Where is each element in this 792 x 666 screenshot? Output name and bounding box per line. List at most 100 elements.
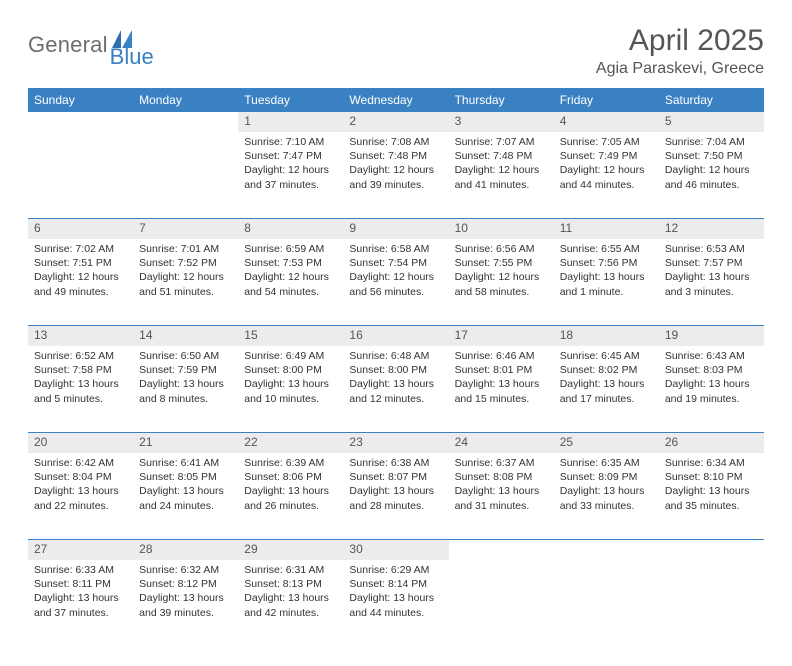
daylight-text: Daylight: 12 hours and 54 minutes.: [244, 270, 337, 298]
day-cell: Sunrise: 6:42 AMSunset: 8:04 PMDaylight:…: [28, 453, 133, 540]
sunrise-text: Sunrise: 6:32 AM: [139, 563, 232, 577]
day-number: 22: [238, 433, 343, 453]
weekday-header: Sunday: [28, 88, 133, 112]
day-cell-body: Sunrise: 7:05 AMSunset: 7:49 PMDaylight:…: [554, 132, 659, 198]
sunset-text: Sunset: 8:12 PM: [139, 577, 232, 591]
day-cell-body: Sunrise: 6:53 AMSunset: 7:57 PMDaylight:…: [659, 239, 764, 305]
day-cell-body: Sunrise: 6:34 AMSunset: 8:10 PMDaylight:…: [659, 453, 764, 519]
day-number: 25: [554, 433, 659, 453]
daylight-text: Daylight: 13 hours and 8 minutes.: [139, 377, 232, 405]
day-cell-body: Sunrise: 7:10 AMSunset: 7:47 PMDaylight:…: [238, 132, 343, 198]
sunrise-text: Sunrise: 6:58 AM: [349, 242, 442, 256]
sunset-text: Sunset: 7:49 PM: [560, 149, 653, 163]
day-cell: Sunrise: 7:08 AMSunset: 7:48 PMDaylight:…: [343, 132, 448, 219]
day-cell-body: Sunrise: 6:33 AMSunset: 8:11 PMDaylight:…: [28, 560, 133, 626]
sunrise-text: Sunrise: 6:48 AM: [349, 349, 442, 363]
day-cell-body: Sunrise: 6:45 AMSunset: 8:02 PMDaylight:…: [554, 346, 659, 412]
sunrise-text: Sunrise: 6:55 AM: [560, 242, 653, 256]
day-number: 14: [133, 326, 238, 346]
day-cell-body: Sunrise: 7:04 AMSunset: 7:50 PMDaylight:…: [659, 132, 764, 198]
day-cell: [133, 132, 238, 219]
day-cell: Sunrise: 6:32 AMSunset: 8:12 PMDaylight:…: [133, 560, 238, 646]
daylight-text: Daylight: 12 hours and 56 minutes.: [349, 270, 442, 298]
week-row: Sunrise: 6:52 AMSunset: 7:58 PMDaylight:…: [28, 346, 764, 433]
day-cell-body: Sunrise: 6:55 AMSunset: 7:56 PMDaylight:…: [554, 239, 659, 305]
day-cell-body: Sunrise: 6:50 AMSunset: 7:59 PMDaylight:…: [133, 346, 238, 412]
daylight-text: Daylight: 13 hours and 22 minutes.: [34, 484, 127, 512]
day-number: 20: [28, 433, 133, 453]
sunrise-text: Sunrise: 6:59 AM: [244, 242, 337, 256]
sunset-text: Sunset: 7:51 PM: [34, 256, 127, 270]
sunset-text: Sunset: 8:05 PM: [139, 470, 232, 484]
day-number: 6: [28, 219, 133, 239]
daynum-row: 13141516171819: [28, 326, 764, 347]
daylight-text: Daylight: 13 hours and 17 minutes.: [560, 377, 653, 405]
day-cell-body: Sunrise: 6:43 AMSunset: 8:03 PMDaylight:…: [659, 346, 764, 412]
sunrise-text: Sunrise: 7:04 AM: [665, 135, 758, 149]
day-cell-body: Sunrise: 6:49 AMSunset: 8:00 PMDaylight:…: [238, 346, 343, 412]
day-cell: [449, 560, 554, 646]
week-row: Sunrise: 6:42 AMSunset: 8:04 PMDaylight:…: [28, 453, 764, 540]
logo-text-general: General: [28, 32, 108, 58]
day-cell: Sunrise: 6:52 AMSunset: 7:58 PMDaylight:…: [28, 346, 133, 433]
daylight-text: Daylight: 12 hours and 49 minutes.: [34, 270, 127, 298]
day-number: 27: [28, 540, 133, 560]
sunset-text: Sunset: 8:11 PM: [34, 577, 127, 591]
sunrise-text: Sunrise: 6:37 AM: [455, 456, 548, 470]
daylight-text: Daylight: 13 hours and 26 minutes.: [244, 484, 337, 512]
day-number: 4: [554, 112, 659, 132]
day-cell-body: Sunrise: 6:39 AMSunset: 8:06 PMDaylight:…: [238, 453, 343, 519]
week-row: Sunrise: 7:10 AMSunset: 7:47 PMDaylight:…: [28, 132, 764, 219]
sunrise-text: Sunrise: 6:34 AM: [665, 456, 758, 470]
sunrise-text: Sunrise: 6:38 AM: [349, 456, 442, 470]
sunrise-text: Sunrise: 6:45 AM: [560, 349, 653, 363]
daynum-row: 27282930: [28, 540, 764, 561]
sunrise-text: Sunrise: 6:39 AM: [244, 456, 337, 470]
day-cell-body: Sunrise: 7:02 AMSunset: 7:51 PMDaylight:…: [28, 239, 133, 305]
sunset-text: Sunset: 7:58 PM: [34, 363, 127, 377]
day-cell-body: Sunrise: 6:37 AMSunset: 8:08 PMDaylight:…: [449, 453, 554, 519]
day-number: 17: [449, 326, 554, 346]
sunset-text: Sunset: 7:54 PM: [349, 256, 442, 270]
daylight-text: Daylight: 13 hours and 33 minutes.: [560, 484, 653, 512]
weekday-header: Friday: [554, 88, 659, 112]
day-cell: Sunrise: 6:43 AMSunset: 8:03 PMDaylight:…: [659, 346, 764, 433]
daylight-text: Daylight: 12 hours and 39 minutes.: [349, 163, 442, 191]
day-number: 3: [449, 112, 554, 132]
day-number: 13: [28, 326, 133, 346]
day-cell-body: Sunrise: 7:07 AMSunset: 7:48 PMDaylight:…: [449, 132, 554, 198]
logo: General Blue: [28, 24, 176, 60]
sunrise-text: Sunrise: 6:53 AM: [665, 242, 758, 256]
logo-text-blue: Blue: [110, 44, 154, 70]
daylight-text: Daylight: 13 hours and 19 minutes.: [665, 377, 758, 405]
sunset-text: Sunset: 8:07 PM: [349, 470, 442, 484]
daynum-row: 12345: [28, 112, 764, 132]
daylight-text: Daylight: 13 hours and 37 minutes.: [34, 591, 127, 619]
daylight-text: Daylight: 13 hours and 39 minutes.: [139, 591, 232, 619]
day-number: 24: [449, 433, 554, 453]
daynum-row: 20212223242526: [28, 433, 764, 454]
day-cell: Sunrise: 6:29 AMSunset: 8:14 PMDaylight:…: [343, 560, 448, 646]
day-number: 7: [133, 219, 238, 239]
day-number: [554, 540, 659, 560]
sunset-text: Sunset: 7:57 PM: [665, 256, 758, 270]
sunset-text: Sunset: 8:00 PM: [244, 363, 337, 377]
sunrise-text: Sunrise: 7:01 AM: [139, 242, 232, 256]
day-cell: Sunrise: 7:02 AMSunset: 7:51 PMDaylight:…: [28, 239, 133, 326]
day-cell-body: Sunrise: 6:32 AMSunset: 8:12 PMDaylight:…: [133, 560, 238, 626]
daylight-text: Daylight: 12 hours and 58 minutes.: [455, 270, 548, 298]
day-number: 21: [133, 433, 238, 453]
day-cell-body: Sunrise: 6:48 AMSunset: 8:00 PMDaylight:…: [343, 346, 448, 412]
weekday-header-row: Sunday Monday Tuesday Wednesday Thursday…: [28, 88, 764, 112]
weekday-header: Thursday: [449, 88, 554, 112]
day-number: 28: [133, 540, 238, 560]
sunrise-text: Sunrise: 6:49 AM: [244, 349, 337, 363]
day-cell-body: Sunrise: 6:38 AMSunset: 8:07 PMDaylight:…: [343, 453, 448, 519]
sunrise-text: Sunrise: 7:02 AM: [34, 242, 127, 256]
day-cell-body: Sunrise: 6:35 AMSunset: 8:09 PMDaylight:…: [554, 453, 659, 519]
day-cell-body: Sunrise: 6:41 AMSunset: 8:05 PMDaylight:…: [133, 453, 238, 519]
sunrise-text: Sunrise: 6:41 AM: [139, 456, 232, 470]
calendar-table: Sunday Monday Tuesday Wednesday Thursday…: [28, 88, 764, 646]
day-number: 26: [659, 433, 764, 453]
weekday-header: Saturday: [659, 88, 764, 112]
